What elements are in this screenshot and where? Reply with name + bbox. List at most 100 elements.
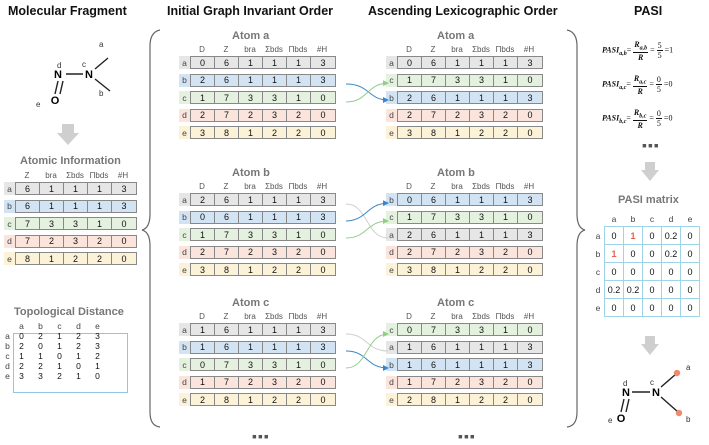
table-cell: 6 xyxy=(422,341,446,353)
pasi-matrix-title: PASI matrix xyxy=(618,194,679,206)
table-cell: 1 xyxy=(494,229,518,240)
row-label: e xyxy=(386,126,397,139)
table-cell: 2 xyxy=(263,127,287,138)
hmol-n-c: N xyxy=(652,387,660,399)
pasi-cell: 0.2 xyxy=(661,244,681,263)
highlight-atom-a xyxy=(673,369,681,377)
table-cell: 3 xyxy=(527,194,533,205)
row-label: c xyxy=(179,228,190,241)
table-cell: 1 xyxy=(64,183,88,194)
pasi-row-label: b xyxy=(595,248,601,259)
table-cell: 1 xyxy=(446,57,470,68)
table-cell: 2 xyxy=(239,109,263,121)
table-cell: 2 xyxy=(446,376,470,388)
formula-frac-num: 0 xyxy=(655,109,662,120)
formula-equals: = xyxy=(626,113,631,123)
table-cell: 1 xyxy=(446,264,470,275)
formula-frac-den: 5 xyxy=(656,119,661,129)
table-cell: 0 xyxy=(527,264,533,275)
table-cell: 2 xyxy=(191,74,215,86)
table-cell: 3 xyxy=(446,74,470,86)
pasi-cell: 0 xyxy=(642,280,662,299)
table-cell: 2 xyxy=(287,246,311,258)
row-label: a xyxy=(4,182,15,195)
table-cell: 1 xyxy=(191,92,215,103)
arrow-b-b xyxy=(345,200,389,222)
table-cell: 3 xyxy=(40,218,64,229)
table-cell: 2 xyxy=(287,109,311,121)
topo-cell: 0 xyxy=(57,351,62,361)
table-cell: 3 xyxy=(446,324,470,335)
table-cell: 1 xyxy=(446,229,470,240)
table-cell: 6 xyxy=(215,74,239,86)
table-cell: 2 xyxy=(191,194,215,205)
pasi-cell: 0 xyxy=(680,298,700,317)
table-cell: 2 xyxy=(287,376,311,388)
table-cell: 3 xyxy=(470,376,494,388)
table-cell: 1 xyxy=(446,194,470,205)
table-cell: 3 xyxy=(320,194,326,205)
formula-frac-num: 0 xyxy=(655,75,662,86)
hmol-o-e: O xyxy=(617,413,626,425)
table-cell: 7 xyxy=(215,229,239,240)
row-label: e xyxy=(386,263,397,276)
column-header: Πbds xyxy=(495,182,515,191)
table-cell: 1 xyxy=(239,74,263,86)
table-cell: 6 xyxy=(215,194,239,205)
pasi-cell: 0 xyxy=(680,280,700,299)
table-cell: 0 xyxy=(527,75,533,85)
pasi-formula: PASIa,c= Ra,c R = 0 5 =0 xyxy=(602,74,672,96)
asc-atom-a-title: Atom a xyxy=(437,30,475,42)
topo-cell: 2 xyxy=(19,361,24,371)
column-header: bra xyxy=(451,182,463,191)
topo-cell: 0 xyxy=(95,371,100,381)
column-header: bra xyxy=(244,45,256,54)
table-cell: 0 xyxy=(121,253,127,264)
table-cell: 1 xyxy=(64,200,88,212)
formula-equals: = xyxy=(626,45,632,55)
table-cell: 2 xyxy=(239,246,263,258)
topo-title: Topological Distance xyxy=(14,306,124,318)
table-cell: 3 xyxy=(64,218,88,229)
table-cell: 3 xyxy=(263,229,287,240)
init-atom-b-title: Atom b xyxy=(232,167,270,179)
pasi-col-header: a xyxy=(611,214,617,224)
table-cell: 6 xyxy=(16,200,40,212)
formula-result: 0 xyxy=(668,113,673,123)
column-header: Z xyxy=(430,45,436,54)
row-label: c xyxy=(386,210,397,224)
formula-equals: = xyxy=(626,79,631,89)
table-cell: 6 xyxy=(422,92,446,103)
topo-cell: 0 xyxy=(76,361,81,371)
table-cell: 6 xyxy=(422,229,446,240)
table-cell: 1 xyxy=(494,324,518,335)
table-cell: 0 xyxy=(191,211,215,223)
table-cell: 1 xyxy=(446,394,470,405)
topo-cell: 2 xyxy=(38,331,43,341)
table-cell: 2 xyxy=(88,253,112,264)
table-cell: 6 xyxy=(215,57,239,68)
table-cell: 0 xyxy=(398,194,422,205)
row-label: b xyxy=(386,193,397,206)
row-label: a xyxy=(386,340,397,354)
column-header: #H xyxy=(117,171,129,180)
pasi-row-label: c xyxy=(595,266,601,277)
topo-cell: 1 xyxy=(57,331,62,341)
pasi-cell: 0 xyxy=(642,226,662,245)
table-cell: 0 xyxy=(121,236,127,246)
table-cell: 2 xyxy=(470,264,494,275)
table-cell: 1 xyxy=(263,57,287,68)
